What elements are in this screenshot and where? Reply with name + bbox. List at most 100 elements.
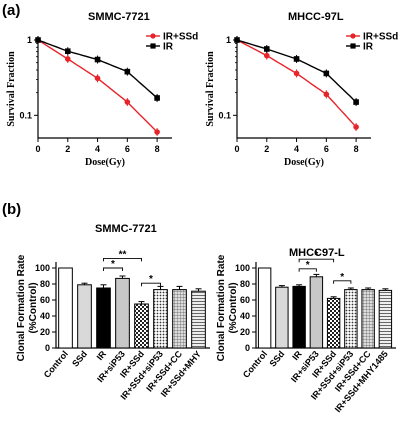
bar-IR+SSd+CC [172, 289, 187, 349]
y-tick-label: 0.1 [218, 110, 231, 120]
data-point-IR [263, 46, 270, 52]
bar-IR+SSd+MHY [191, 290, 206, 349]
significance-marker: * [306, 260, 310, 271]
y-tick-label: 80 [240, 279, 250, 289]
y-axis-label-line: (%Control) [228, 282, 239, 333]
x-tick-label: 6 [125, 144, 130, 154]
y-axis-label: Survival Fraction [205, 51, 216, 127]
data-point-IR+SSd [293, 70, 300, 77]
y-tick-label: 20 [40, 327, 50, 337]
y-tick-label: 1 [226, 35, 231, 45]
line-chart-mhcc97l: MHCC-97L 0 2 4 6 8 1 0.1 Dose(Gy) Survival Fracti… [205, 11, 398, 168]
significance-bracket [298, 268, 317, 272]
category-label: IR [290, 348, 304, 362]
significance-marker: * [314, 250, 318, 261]
x-tick-label: 8 [155, 144, 160, 154]
data-point-IR [154, 95, 160, 101]
bar-IR [292, 285, 306, 349]
y-tick-label: 40 [40, 311, 50, 321]
data-point-IR+SSd [353, 124, 359, 130]
x-tick-label: 8 [354, 144, 359, 154]
category-label: Control [42, 349, 70, 380]
y-tick-label: 100 [235, 263, 250, 273]
chart-title: MHCC-97L [288, 11, 344, 23]
legend-marker [150, 43, 156, 49]
data-point-IR [64, 48, 71, 55]
significance-bracket [298, 258, 335, 263]
data-point-IR+SSd [124, 99, 131, 105]
y-axis-label-line: (%Control) [28, 282, 39, 333]
chart-title: MHCC97-L [289, 247, 345, 259]
bar-chart-smmc7721: SMMC-7721 0 20 40 60 80 100 Clonal Formation Ra… [16, 223, 210, 402]
category-label: Control [241, 349, 269, 380]
bar-SSd [275, 286, 289, 349]
data-point-IR [35, 37, 41, 43]
x-tick-label: 2 [65, 144, 70, 154]
significance-bracket [103, 257, 142, 262]
chart-title: SMMC-7721 [95, 223, 157, 235]
data-point-IR [323, 70, 330, 77]
panel-label-b: (b) [2, 201, 21, 218]
y-tick-label: 60 [40, 295, 50, 305]
y-axis-label: Survival Fraction [6, 51, 17, 127]
axes [37, 36, 172, 139]
y-axis-label-line: Clonal Formation Rate [216, 254, 227, 361]
significance-marker: * [340, 272, 344, 283]
significance-bracket [103, 267, 123, 271]
y-tick-label: 1 [27, 35, 32, 45]
bar-IR [96, 287, 111, 349]
y-tick-label: 80 [40, 279, 50, 289]
legend-label: IR [163, 42, 174, 53]
series-line-IR [37, 39, 158, 99]
x-tick-label: 2 [264, 144, 269, 154]
legend-marker [150, 33, 156, 39]
y-axis-label-line: Clonal Formation Rate [16, 254, 27, 361]
data-point-IR+SSd [94, 75, 101, 82]
x-tick-label: 4 [95, 144, 100, 154]
significance-marker: ** [119, 249, 127, 260]
bar-IR+SSd [134, 303, 149, 349]
data-point-IR [234, 37, 240, 43]
panel-label-a: (a) [2, 2, 20, 19]
category-label: SSd [70, 349, 89, 369]
series-line-IR+SSd [236, 39, 357, 128]
data-point-IR+SSd [154, 129, 160, 135]
bar-Control [58, 267, 73, 349]
y-tick-label: 0.1 [19, 110, 32, 120]
x-tick-label: 6 [324, 144, 329, 154]
x-tick-label: 0 [234, 144, 239, 154]
data-point-IR+SSd [263, 52, 270, 59]
bar-IR+SSd [326, 297, 341, 349]
bar-IR+siP53 [309, 276, 324, 349]
legend-label: IR+SSd [363, 32, 398, 43]
data-point-IR [124, 68, 131, 75]
category-label: IR [95, 348, 109, 362]
significance-marker: * [111, 259, 115, 270]
bar-IR+SSd+CC [361, 289, 375, 349]
legend-label: IR+SSd [163, 32, 198, 43]
x-tick-label: 0 [35, 144, 40, 154]
x-axis-label: Dose(Gy) [85, 157, 125, 168]
legend-marker [350, 33, 356, 39]
line-chart-smmc7721: SMMC-7721 0 2 4 6 8 1 0.1 Dose(Gy) Survival Fract… [6, 11, 198, 168]
data-point-IR [293, 56, 300, 62]
y-axis-label: Clonal Formation Rate(%Control) [216, 254, 239, 361]
y-tick-label: 40 [240, 311, 250, 321]
y-tick-label: 0 [45, 343, 50, 353]
bar-IR+SSd+MHY1485 [378, 289, 393, 349]
y-tick-label: 100 [35, 263, 50, 273]
bar-Control [257, 267, 272, 349]
chart-title: SMMC-7721 [88, 11, 150, 23]
data-point-IR [94, 56, 101, 63]
significance-bracket [141, 282, 161, 287]
significance-bracket [333, 280, 352, 284]
bar-IR+siP53 [115, 277, 130, 349]
x-axis-label: Dose(Gy) [284, 157, 324, 168]
data-point-IR+SSd [64, 56, 71, 62]
x-tick-label: 4 [294, 144, 299, 154]
y-tick-label: 0 [245, 343, 250, 353]
y-tick-label: 20 [240, 327, 250, 337]
legend-label: IR [363, 42, 374, 53]
